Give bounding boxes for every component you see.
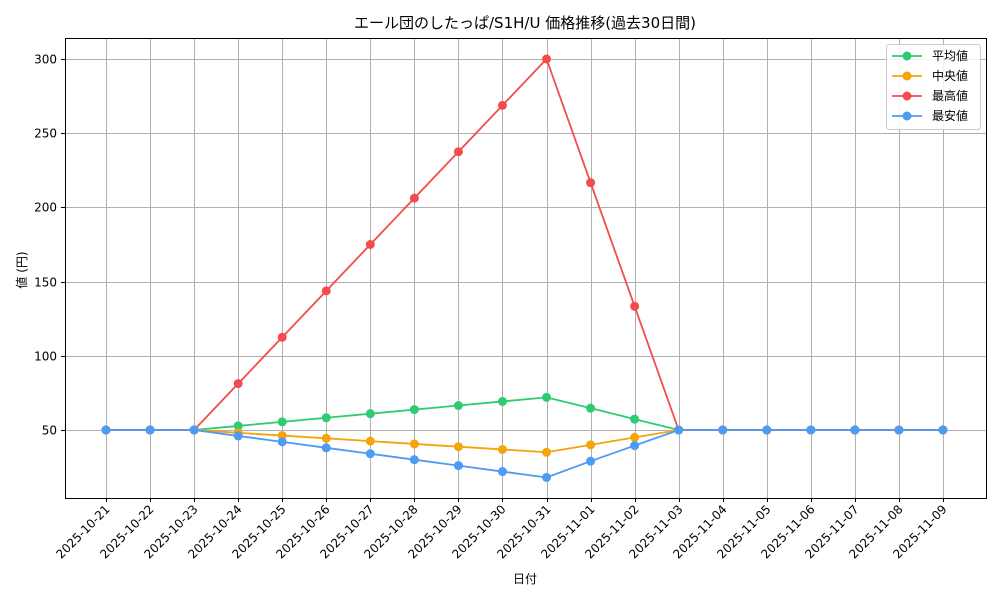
legend-item: 平均値: [892, 48, 968, 63]
data-point: [850, 425, 860, 435]
data-point: [453, 401, 463, 411]
data-point: [453, 461, 463, 471]
y-tick-label: 300: [34, 53, 57, 67]
data-point: [233, 379, 243, 389]
data-point: [938, 425, 948, 435]
data-point: [409, 455, 419, 465]
data-point: [321, 413, 331, 423]
series-line: [101, 392, 948, 435]
data-point: [497, 467, 507, 477]
data-point: [277, 332, 287, 342]
legend-marker-icon: [902, 51, 912, 61]
data-point: [630, 441, 640, 451]
data-point: [365, 240, 375, 249]
legend-label: 最高値: [932, 88, 968, 103]
data-point: [277, 431, 287, 441]
data-point: [718, 425, 728, 435]
data-point: [542, 447, 552, 457]
data-point: [145, 425, 155, 435]
data-point: [409, 439, 419, 449]
legend-item: 最高値: [892, 88, 968, 103]
data-point: [189, 425, 199, 435]
data-point: [365, 449, 375, 459]
legend-marker-icon: [902, 71, 912, 81]
x-axis-label: 日付: [513, 572, 537, 586]
data-point: [321, 443, 331, 453]
data-point: [409, 193, 419, 203]
data-point: [497, 444, 507, 454]
data-point: [321, 286, 331, 296]
y-tick-label: 200: [34, 201, 57, 215]
data-point: [630, 432, 640, 442]
data-point: [674, 425, 684, 435]
legend-marker-icon: [902, 111, 912, 121]
data-point: [586, 403, 596, 413]
data-point: [409, 405, 419, 415]
legend-label: 平均値: [932, 48, 968, 63]
y-tick-label: 100: [34, 350, 57, 364]
data-point: [586, 440, 596, 450]
y-tick-label: 50: [42, 424, 57, 438]
chart-title: エール団のしたっぱ/S1H/U 価格推移(過去30日間): [354, 14, 696, 32]
y-axis-label: 値 (円): [14, 251, 29, 288]
data-point: [365, 436, 375, 446]
data-point: [453, 442, 463, 452]
legend-label: 中央値: [932, 68, 968, 83]
series-line: [101, 425, 948, 482]
data-point: [894, 425, 904, 435]
data-point: [277, 437, 287, 447]
legend-label: 最安値: [932, 108, 968, 123]
data-point: [762, 425, 772, 435]
data-point: [806, 425, 816, 435]
data-series: [101, 54, 948, 482]
legend-marker-icon: [902, 91, 912, 101]
data-point: [497, 100, 507, 110]
y-axis: 50 100 150 200 250 300: [34, 53, 65, 438]
data-point: [542, 54, 552, 64]
legend-box: [886, 44, 981, 130]
data-point: [277, 417, 287, 427]
legend-item: 最安値: [892, 108, 968, 123]
plot-frame: [65, 38, 987, 499]
data-point: [542, 392, 552, 402]
y-tick-label: 250: [34, 127, 57, 141]
data-point: [586, 456, 596, 466]
data-point: [365, 409, 375, 419]
data-point: [630, 301, 640, 311]
data-point: [101, 425, 111, 435]
data-point: [630, 414, 640, 424]
data-point: [321, 433, 331, 443]
data-point: [542, 472, 552, 482]
legend-item: 中央値: [892, 68, 968, 83]
y-tick-label: 150: [34, 276, 57, 290]
x-axis: 2025-10-212025-10-222025-10-232025-10-24…: [53, 498, 950, 561]
data-point: [586, 178, 596, 188]
data-point: [233, 421, 243, 431]
data-point: [233, 431, 243, 441]
series-line: [101, 54, 948, 435]
data-point: [453, 147, 463, 157]
data-point: [497, 396, 507, 406]
grid-lines: [65, 38, 986, 498]
